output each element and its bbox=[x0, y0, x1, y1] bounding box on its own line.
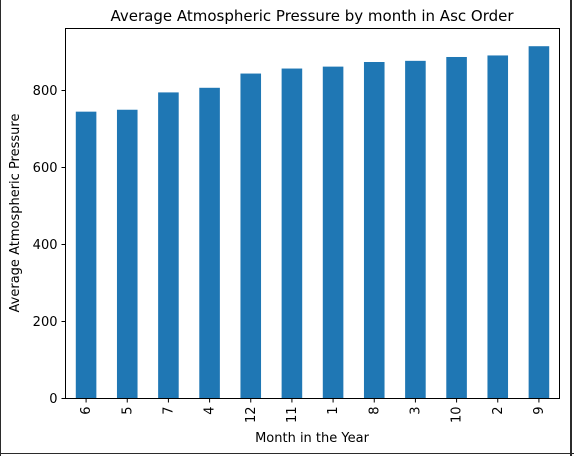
x-tick-label: 9 bbox=[532, 407, 547, 415]
window-edge-bottom bbox=[0, 453, 574, 454]
x-axis-ticks: 6 5 7 4 12 11 1 8 3 10 2 9 bbox=[79, 398, 547, 424]
window-edge-left bbox=[0, 0, 1, 456]
y-tick-label: 0 bbox=[49, 392, 57, 407]
y-tick-label: 600 bbox=[33, 161, 58, 176]
x-tick-label: 3 bbox=[408, 407, 423, 415]
x-tick-label: 4 bbox=[203, 407, 218, 415]
x-tick-label: 2 bbox=[491, 407, 506, 415]
bar-month-11 bbox=[281, 68, 303, 399]
x-tick-label: 1 bbox=[326, 407, 341, 415]
window-edge-right bbox=[570, 0, 572, 456]
plot-frame bbox=[65, 28, 560, 399]
bar-month-6 bbox=[75, 111, 97, 399]
x-tick-label: 5 bbox=[120, 407, 135, 415]
y-axis-ticks: 0 200 400 600 800 bbox=[33, 84, 66, 407]
x-axis-label: Month in the Year bbox=[255, 431, 370, 446]
y-tick-label: 800 bbox=[33, 84, 58, 99]
y-axis-label: Average Atmospheric Pressure bbox=[8, 114, 23, 313]
x-tick-label: 7 bbox=[161, 407, 176, 415]
bar-month-9 bbox=[528, 46, 550, 399]
bar-month-1 bbox=[322, 66, 344, 399]
bars-group bbox=[75, 46, 550, 399]
x-tick-label: 8 bbox=[367, 407, 382, 415]
x-tick-label: 10 bbox=[450, 407, 465, 424]
x-tick-label: 6 bbox=[79, 407, 94, 415]
y-tick-label: 400 bbox=[33, 238, 58, 253]
bar-month-5 bbox=[116, 109, 138, 399]
bar-month-12 bbox=[240, 73, 262, 399]
bar-month-2 bbox=[487, 55, 509, 399]
bar-month-3 bbox=[405, 60, 426, 399]
bar-month-4 bbox=[199, 87, 220, 399]
bar-month-8 bbox=[363, 62, 385, 399]
chart-title: Average Atmospheric Pressure by month in… bbox=[110, 7, 514, 25]
bar-month-10 bbox=[446, 56, 467, 399]
x-tick-label: 11 bbox=[285, 407, 300, 424]
y-tick-label: 200 bbox=[33, 315, 58, 330]
bar-month-7 bbox=[158, 92, 179, 399]
x-tick-label: 12 bbox=[244, 407, 259, 424]
